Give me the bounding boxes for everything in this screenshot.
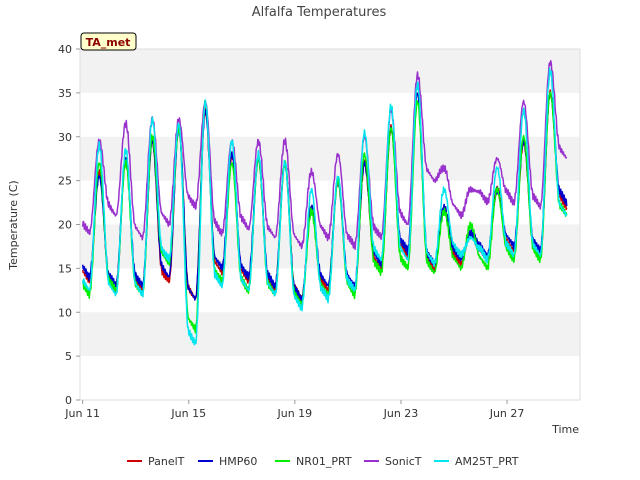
x-tick-label: Jun 23 — [383, 407, 419, 420]
ta-met-badge-text: TA_met — [86, 36, 131, 49]
axis-ticks: 0 5 10 15 20 25 30 35 40 Jun 11 Jun 15 Jun 19 Jun 23… — [58, 43, 524, 420]
series-line-am25t-prt — [81, 67, 568, 346]
legend-item: HMP60 — [198, 455, 257, 468]
series-line-nr01-prt — [81, 91, 568, 334]
y-tick-label: 0 — [65, 394, 72, 407]
y-tick-label: 20 — [58, 219, 72, 232]
legend-label: NR01_PRT — [296, 455, 352, 468]
x-axis-label: Time — [551, 423, 579, 436]
series-layer — [81, 59, 568, 346]
series-line-panelt — [81, 89, 568, 303]
x-tick-label: Jun 19 — [277, 407, 313, 420]
y-tick-label: 30 — [58, 131, 72, 144]
y-tick-label: 25 — [58, 175, 72, 188]
ta-met-badge-box — [80, 32, 137, 51]
y-tick-label: 40 — [58, 43, 72, 56]
legend-item: AM25T_PRT — [434, 455, 519, 468]
legend: PanelT HMP60 NR01_PRT SonicT AM25T_PRT — [127, 455, 519, 468]
y-axis-label: Temperature (C) — [7, 180, 20, 270]
legend-item: PanelT — [127, 455, 185, 468]
x-tick-label: Jun 11 — [64, 407, 100, 420]
series-line-sonict — [81, 59, 568, 251]
y-tick-label: 5 — [65, 350, 72, 363]
grid-band — [80, 312, 580, 357]
y-tick-label: 15 — [58, 262, 72, 275]
legend-label: AM25T_PRT — [455, 455, 519, 468]
grid-band — [80, 49, 580, 93]
x-tick-label: Jun 27 — [489, 407, 525, 420]
chart-title: Alfalfa Temperatures — [252, 5, 387, 20]
legend-label: SonicT — [385, 455, 422, 468]
x-tick-label: Jun 15 — [170, 407, 206, 420]
y-tick-label: 10 — [58, 306, 72, 319]
legend-label: PanelT — [148, 455, 185, 468]
legend-item: NR01_PRT — [275, 455, 352, 468]
grid-bands — [80, 49, 580, 357]
y-tick-label: 35 — [58, 87, 72, 100]
legend-label: HMP60 — [219, 455, 257, 468]
series-line-hmp60 — [81, 91, 568, 302]
ta-met-badge: TA_met — [80, 32, 137, 51]
legend-item: SonicT — [364, 455, 422, 468]
